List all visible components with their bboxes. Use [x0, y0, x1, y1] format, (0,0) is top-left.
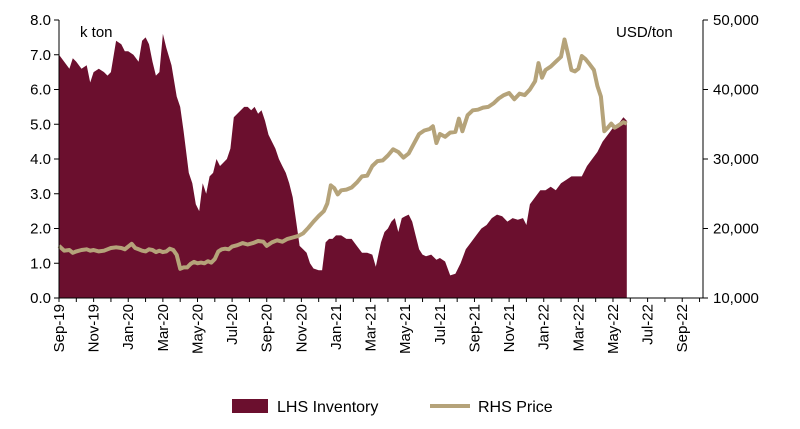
x-tick-label: Mar-22 — [570, 304, 587, 352]
x-tick-label: Mar-20 — [155, 304, 172, 352]
series-line-price — [57, 37, 628, 271]
x-tick-label: May-21 — [397, 304, 414, 354]
right-tick-label: 30,000 — [713, 151, 759, 168]
left-tick-label: 6.0 — [30, 82, 51, 99]
legend-swatch-inventory — [232, 399, 268, 413]
x-tick-label: Nov-20 — [293, 304, 310, 352]
left-tick-label: 8.0 — [30, 12, 51, 29]
x-tick-label: Jan-20 — [120, 304, 137, 350]
left-tick-label: 0.0 — [30, 290, 51, 307]
x-tick-label: May-20 — [189, 304, 206, 354]
left-tick-label: 5.0 — [30, 116, 51, 133]
x-axis: Sep-19 Nov-19 Jan-20 Mar-20 May-20 Jul-20 Sep-… — [51, 297, 703, 354]
x-tick-label: Jul-20 — [224, 304, 241, 345]
legend-label-inventory: LHS Inventory — [277, 399, 378, 416]
left-axis-unit: k ton — [80, 24, 113, 41]
x-tick-label: Mar-21 — [363, 304, 380, 352]
left-y-axis: 0.0 1.0 2.0 3.0 4.0 5.0 6.0 7.0 8.0 — [30, 12, 60, 307]
plot-area — [57, 33, 628, 299]
series-area-inventory — [59, 33, 627, 299]
x-tick-label: Jul-22 — [640, 304, 657, 345]
left-tick-label: 1.0 — [30, 255, 51, 272]
right-tick-label: 20,000 — [713, 221, 759, 238]
right-tick-label: 50,000 — [713, 12, 759, 29]
right-tick-label: 10,000 — [713, 290, 759, 307]
x-tick-label: Jul-21 — [432, 304, 449, 345]
right-y-axis: 10,000 20,000 30,000 40,000 50,000 — [702, 12, 759, 307]
legend-label-price: RHS Price — [478, 399, 553, 416]
legend: LHS Inventory RHS Price — [232, 399, 553, 416]
left-tick-label: 4.0 — [30, 151, 51, 168]
x-tick-label: Jan-21 — [328, 304, 345, 350]
x-tick-label: Sep-20 — [259, 304, 276, 352]
x-tick-label: May-22 — [605, 304, 622, 354]
left-tick-label: 2.0 — [30, 221, 51, 238]
x-tick-label: Jan-22 — [536, 304, 553, 350]
x-tick-label: Sep-22 — [674, 304, 691, 352]
right-axis-unit: USD/ton — [616, 24, 673, 41]
x-tick-label: Nov-19 — [86, 304, 103, 352]
x-tick-label: Sep-19 — [51, 304, 68, 352]
x-tick-label: Nov-21 — [501, 304, 518, 352]
left-tick-label: 7.0 — [30, 47, 51, 64]
left-tick-label: 3.0 — [30, 186, 51, 203]
right-tick-label: 40,000 — [713, 82, 759, 99]
x-tick-label: Sep-21 — [466, 304, 483, 352]
